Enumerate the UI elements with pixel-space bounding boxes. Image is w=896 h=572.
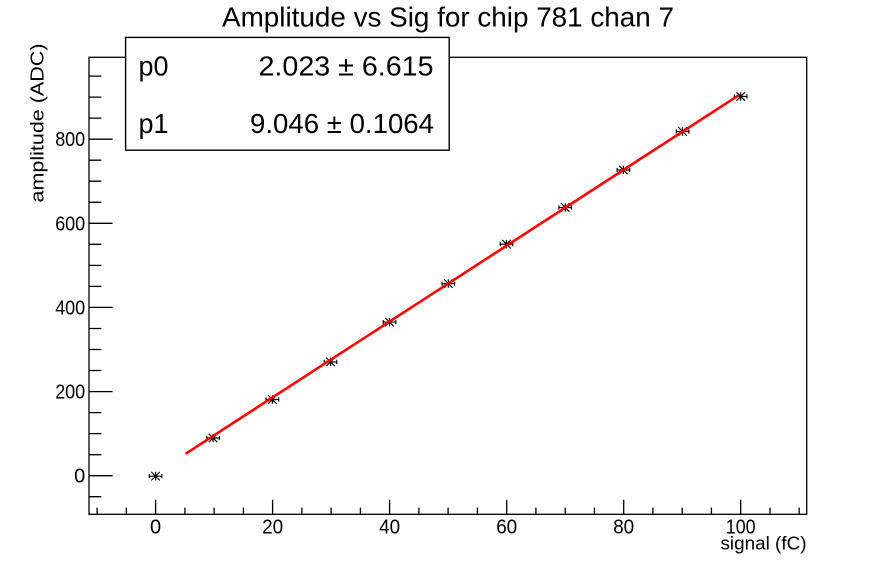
svg-text:200: 200 — [55, 382, 85, 404]
svg-text:40: 40 — [379, 517, 400, 539]
svg-text:800: 800 — [55, 129, 85, 151]
svg-text:p0: p0 — [139, 51, 169, 82]
svg-text:400: 400 — [55, 297, 85, 319]
svg-text:600: 600 — [55, 213, 85, 235]
svg-text:amplitude (ADC): amplitude (ADC) — [27, 44, 48, 203]
svg-text:100: 100 — [726, 517, 756, 539]
svg-text:60: 60 — [496, 517, 517, 539]
svg-text:Amplitude vs Sig for chip 781: Amplitude vs Sig for chip 781 chan 7 — [222, 1, 674, 32]
svg-text:9.046 ± 0.1064: 9.046 ± 0.1064 — [250, 108, 434, 139]
svg-text:p1: p1 — [139, 108, 169, 139]
svg-text:signal (fC): signal (fC) — [721, 533, 807, 554]
svg-text:2.023 ± 6.615: 2.023 ± 6.615 — [259, 51, 434, 82]
svg-text:20: 20 — [262, 517, 283, 539]
svg-text:80: 80 — [613, 517, 634, 539]
svg-text:0: 0 — [74, 466, 85, 488]
svg-text:0: 0 — [150, 517, 161, 539]
